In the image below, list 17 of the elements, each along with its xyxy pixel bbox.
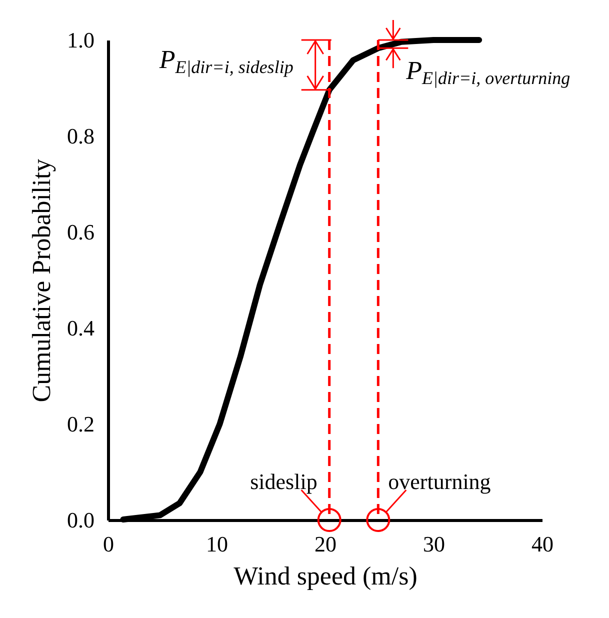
ref-line-label: overturning [388, 469, 491, 494]
x-tick-label: 10 [206, 532, 228, 556]
y-tick-label: 0.2 [67, 412, 94, 436]
annotation: P$_{E|dir=i, sideslip}$ [158, 45, 294, 78]
x-tick-label: 20 [314, 532, 336, 556]
y-tick-label: 0.6 [67, 220, 94, 244]
y-tick-label: 1.0 [67, 28, 94, 52]
x-tick-label: 0 [103, 532, 114, 556]
y-tick-label: 0.4 [67, 316, 94, 340]
ref-line-label: sideslip [250, 469, 318, 494]
x-axis-title: Wind speed (m/s) [234, 562, 418, 590]
annotation: P$_{E|dir=i, overturning}$ [405, 56, 570, 88]
y-tick-label: 0.0 [67, 508, 94, 532]
x-tick-label: 30 [423, 532, 445, 556]
y-axis-title: Cumulative Probability [27, 158, 56, 402]
x-tick-label: 40 [532, 532, 554, 556]
y-tick-label: 0.8 [67, 124, 94, 148]
